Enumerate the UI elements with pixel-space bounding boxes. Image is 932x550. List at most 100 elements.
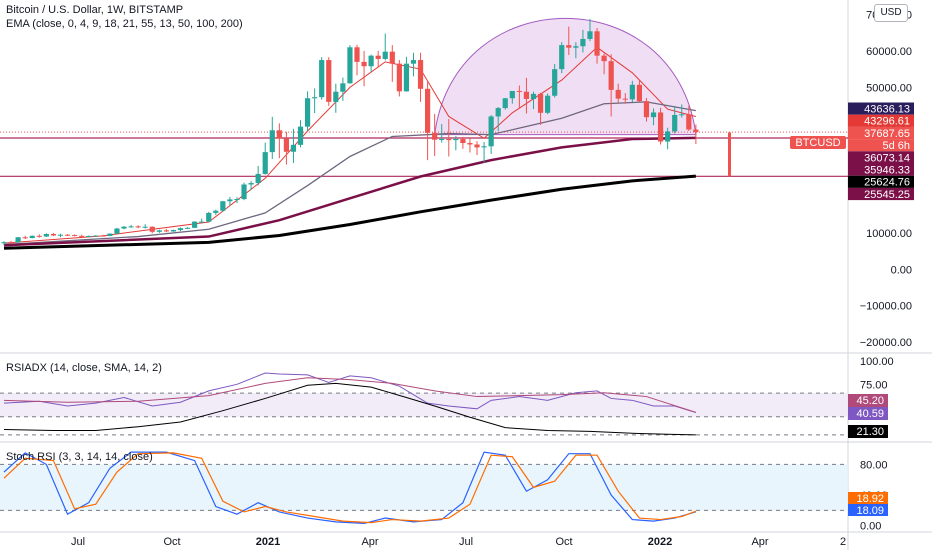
candle-body <box>213 210 219 213</box>
price-tag: 43296.61 <box>848 114 914 128</box>
candle-body <box>636 84 642 102</box>
candle-body <box>502 98 508 109</box>
candle-body <box>100 235 106 237</box>
price-tag-bg <box>848 102 914 115</box>
candle-body <box>672 114 678 132</box>
candle-body <box>86 236 92 238</box>
price-tag: 25624.76 <box>848 175 914 189</box>
ema-line-200 <box>3 174 696 250</box>
ticker-tag: BTCUSD <box>790 136 846 149</box>
candle-body <box>622 98 628 100</box>
price-tag-value: 35946.33 <box>864 164 910 176</box>
candle-body <box>269 130 275 153</box>
candle-body <box>693 129 699 133</box>
candle-body <box>22 237 28 239</box>
rsi-value-tag-text: 40.59 <box>856 408 884 420</box>
ticker-tag-label: BTCUSD <box>795 137 840 149</box>
candle-body <box>361 61 367 67</box>
candle-body <box>192 221 198 228</box>
candle-body <box>354 47 360 62</box>
candle-body <box>255 173 261 184</box>
price-tag: 37687.65 <box>848 126 914 140</box>
stoch-axis-tick: 80.00 <box>860 459 888 471</box>
rsi-band <box>0 393 848 417</box>
candle-body <box>559 45 565 70</box>
rsi-axis-tick: 100.00 <box>860 356 894 368</box>
time-axis-tick: Oct <box>163 536 180 548</box>
candle-body <box>206 212 212 222</box>
candle-body <box>114 228 120 234</box>
candle-body <box>389 51 395 64</box>
candle-body <box>460 139 466 144</box>
candle-body <box>79 235 85 237</box>
rsi-value-tag-bg <box>848 425 888 438</box>
candle-body <box>64 234 71 236</box>
candle-body <box>121 226 127 229</box>
candle-body <box>333 91 339 102</box>
candle-body <box>29 235 35 239</box>
candle-body <box>326 60 332 102</box>
price-tag: 36073.14 <box>848 151 914 164</box>
stoch-value-tag: 18.92 <box>848 492 888 505</box>
chart-title: Bitcoin / U.S. Dollar, 1W, BITSTAMP <box>6 4 184 16</box>
candle-body <box>177 228 184 230</box>
candle-body <box>650 112 657 118</box>
candle-body <box>368 55 374 67</box>
time-axis-tick: Jul <box>459 536 473 548</box>
candle-body <box>128 226 134 228</box>
currency-button[interactable]: USD <box>874 4 908 22</box>
rsi-axis-tick: 75.00 <box>860 379 888 391</box>
rsi-value-tag: 45.20 <box>848 394 888 407</box>
price-tag-value: 37687.65 <box>864 128 910 140</box>
candle-body <box>1 242 7 244</box>
price-tag-bg <box>848 151 914 164</box>
candle-body <box>396 63 402 92</box>
stoch-value-tag: 18.09 <box>848 504 888 517</box>
candle-body <box>248 183 254 185</box>
candle-body <box>312 97 318 99</box>
candle-body <box>220 201 226 211</box>
stoch-value-tag-text: 18.09 <box>856 505 884 517</box>
candle-body <box>657 112 664 142</box>
candle-body <box>686 114 692 130</box>
stoch-axis-tick: 0.00 <box>860 521 881 533</box>
candle-body <box>509 90 515 99</box>
candle-body <box>319 60 325 98</box>
candle-body <box>347 47 353 84</box>
stoch-rsi-indicator-label[interactable]: Stoch RSI (3, 3, 14, 14, close) <box>6 451 153 463</box>
price-tag-value: 25624.76 <box>864 177 910 189</box>
candle-body <box>340 83 346 92</box>
candle-body <box>276 130 282 139</box>
candle-body <box>72 235 78 237</box>
rsi-value-tag-text: 21.30 <box>856 426 884 438</box>
price-axis-tick: −10000.00 <box>860 301 912 313</box>
rsi-value-tag: 40.59 <box>848 407 888 420</box>
price-axis-tick: 60000.00 <box>866 46 912 58</box>
rsi-value-tag-bg <box>848 394 888 407</box>
ema-line-50 <box>3 101 696 246</box>
candle-body <box>290 144 297 152</box>
candle-body <box>417 60 424 89</box>
price-tag: 5d 6h <box>848 139 914 152</box>
price-axis-tick: 10000.00 <box>866 228 912 240</box>
candle-body <box>382 51 388 59</box>
candle-body <box>573 46 579 48</box>
adx-line <box>3 382 696 436</box>
candle-body <box>425 88 431 133</box>
candle-body <box>552 69 558 96</box>
rsiadx-indicator-label[interactable]: RSIADX (14, close, SMA, 14, 2) <box>6 362 162 374</box>
candle-body <box>643 101 650 118</box>
ema-indicator-label[interactable]: EMA (close, 0, 4, 9, 18, 21, 55, 13, 50,… <box>6 18 243 30</box>
candle-body <box>495 108 501 117</box>
candle-body <box>156 230 162 232</box>
price-tag-bg <box>848 126 914 140</box>
price-tag-bg <box>848 163 914 176</box>
candle-body <box>142 226 148 228</box>
candle-body <box>679 114 685 116</box>
candle-body <box>184 227 191 229</box>
price-tag: 43636.13 <box>848 102 914 115</box>
price-axis-tick: 0.00 <box>891 264 912 276</box>
candle-body <box>149 226 155 232</box>
price-axis-tick: 50000.00 <box>866 82 912 94</box>
